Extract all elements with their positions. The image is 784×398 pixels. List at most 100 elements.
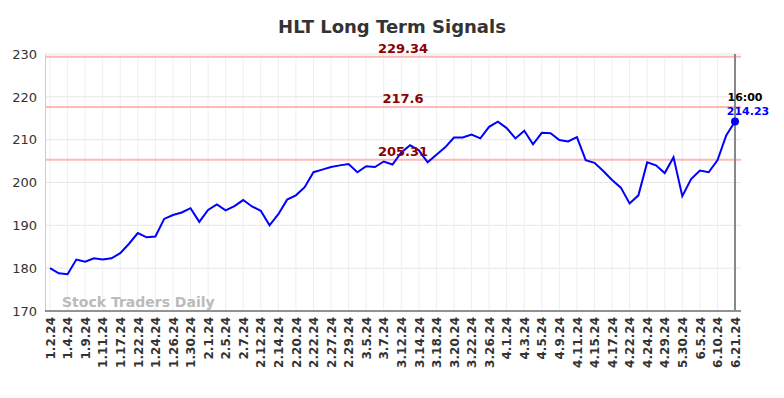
x-tick-label: 2.29.24 <box>342 317 356 368</box>
grid-line-x <box>85 54 86 311</box>
x-tick: 3.12.24 <box>395 311 409 368</box>
grid-line-x <box>102 54 103 311</box>
grid-line-x <box>313 54 314 311</box>
grid-line-x <box>594 54 595 311</box>
x-tick: 3.14.24 <box>413 311 427 368</box>
x-tick-label: 4.9.24 <box>553 317 567 360</box>
grid-line-x <box>436 54 437 311</box>
y-tick-label: 220 <box>12 89 37 104</box>
x-tick: 3.7.24 <box>377 311 391 360</box>
grid-line-x <box>453 54 454 311</box>
x-tick-label: 2.14.24 <box>272 317 286 368</box>
x-tick: 4.17.24 <box>606 311 620 368</box>
x-tick: 2.27.24 <box>325 311 339 368</box>
x-tick-label: 3.14.24 <box>413 317 427 368</box>
reference-lines <box>45 57 741 160</box>
x-tick: 1.22.24 <box>132 311 146 368</box>
x-tick: 2.22.24 <box>307 311 321 368</box>
y-tick-label: 190 <box>12 218 37 233</box>
x-axis: 1.2.241.4.241.9.241.11.241.17.241.22.241… <box>44 311 743 368</box>
y-tick: 210 <box>12 132 45 147</box>
x-tick: 3.22.24 <box>465 311 479 368</box>
x-tick-label: 3.7.24 <box>377 317 391 360</box>
x-tick-label: 1.11.24 <box>96 317 110 368</box>
grid-line-x <box>629 54 630 311</box>
grid-line-x <box>120 54 121 311</box>
x-tick: 1.30.24 <box>184 311 198 368</box>
grid-line-x <box>471 54 472 311</box>
grid-line-x <box>559 54 560 311</box>
grid-line-x <box>576 54 577 311</box>
reference-line <box>45 159 741 161</box>
grid-line-x <box>664 54 665 311</box>
grid-line-x <box>278 54 279 311</box>
x-tick: 3.20.24 <box>448 311 462 368</box>
grid-line-x <box>137 54 138 311</box>
reference-label: 205.31 <box>378 144 428 159</box>
grid-line-x <box>172 54 173 311</box>
x-tick-label: 4.11.24 <box>571 317 585 368</box>
x-tick-label: 1.30.24 <box>184 317 198 368</box>
x-tick-label: 2.22.24 <box>307 317 321 368</box>
x-tick-label: 2.27.24 <box>325 317 339 368</box>
grid-line-x <box>612 54 613 311</box>
grid-line-x <box>155 54 156 311</box>
grid-line-x <box>366 54 367 311</box>
grid-line-x <box>524 54 525 311</box>
reference-line <box>45 56 741 58</box>
y-tick: 230 <box>12 47 45 62</box>
grid-line-x <box>541 54 542 311</box>
x-tick: 3.18.24 <box>430 311 444 368</box>
x-tick-label: 3.5.24 <box>360 317 374 360</box>
x-tick-label: 6.5.24 <box>694 317 708 360</box>
y-tick: 220 <box>12 89 45 104</box>
x-tick: 1.24.24 <box>149 311 163 368</box>
chart-container: HLT Long Term SignalsStock Traders Daily… <box>0 0 784 398</box>
x-tick-label: 1.22.24 <box>132 317 146 368</box>
x-tick: 1.9.24 <box>79 311 93 360</box>
reference-label: 229.34 <box>378 41 428 56</box>
x-tick-label: 4.22.24 <box>623 317 637 368</box>
x-tick-label: 5.30.24 <box>676 317 690 368</box>
x-tick-label: 3.12.24 <box>395 317 409 368</box>
y-tick: 170 <box>12 304 45 319</box>
x-tick-label: 1.2.24 <box>44 317 58 360</box>
x-tick-label: 1.17.24 <box>114 317 128 368</box>
x-tick-label: 2.20.24 <box>290 317 304 368</box>
x-tick: 3.5.24 <box>360 311 374 360</box>
grid-line-y <box>45 139 741 140</box>
y-tick-label: 210 <box>12 132 37 147</box>
reference-label: 217.6 <box>382 91 423 106</box>
x-tick-label: 1.24.24 <box>149 317 163 368</box>
x-tick-label: 3.18.24 <box>430 317 444 368</box>
last-value-label: 214.23 <box>727 105 769 118</box>
watermark: Stock Traders Daily <box>62 294 215 310</box>
grid-line-y <box>45 182 741 183</box>
x-tick-label: 4.29.24 <box>658 317 672 368</box>
x-tick: 4.15.24 <box>588 311 602 368</box>
x-tick: 4.3.24 <box>518 311 532 360</box>
x-tick: 1.2.24 <box>44 311 58 360</box>
reference-line <box>45 106 741 108</box>
x-tick: 2.29.24 <box>342 311 356 368</box>
grid-line-x <box>682 54 683 311</box>
y-tick: 180 <box>12 261 45 276</box>
y-axis-line <box>45 55 46 312</box>
x-tick: 4.22.24 <box>623 311 637 368</box>
grid-line-x <box>348 54 349 311</box>
x-tick: 5.30.24 <box>676 311 690 368</box>
x-tick: 1.4.24 <box>61 311 75 360</box>
x-tick-label: 6.21.24 <box>729 317 743 368</box>
x-tick: 2.5.24 <box>219 311 233 360</box>
y-tick-label: 170 <box>12 304 37 319</box>
x-tick: 4.1.24 <box>500 311 514 360</box>
grid-line-y <box>45 311 741 312</box>
x-tick: 4.24.24 <box>641 311 655 368</box>
x-tick: 4.5.24 <box>535 311 549 360</box>
x-tick: 4.29.24 <box>658 311 672 368</box>
grid-line-x <box>699 54 700 311</box>
x-tick-label: 4.15.24 <box>588 317 602 368</box>
x-tick: 6.10.24 <box>711 311 725 368</box>
x-tick-label: 2.7.24 <box>237 317 251 360</box>
x-tick-label: 1.4.24 <box>61 317 75 360</box>
